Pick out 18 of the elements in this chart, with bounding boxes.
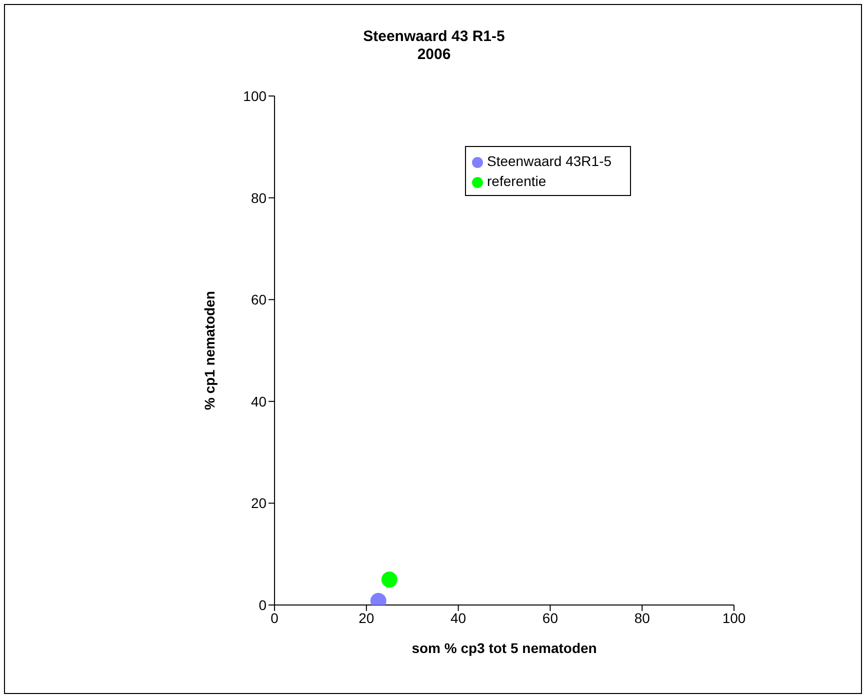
x-tick-label: 100 xyxy=(722,610,746,626)
legend-label: referentie xyxy=(487,173,546,189)
y-tick-label: 20 xyxy=(250,495,267,512)
chart-title: Steenwaard 43 R1-5 xyxy=(362,28,506,46)
x-tick-label: 40 xyxy=(450,610,466,626)
y-axis-title: % cp1 nematoden xyxy=(202,290,218,410)
x-tick-label: 60 xyxy=(542,610,558,626)
legend-label: Steenwaard 43R1-5 xyxy=(487,153,612,169)
y-tick-label: 80 xyxy=(250,190,267,206)
y-tick-label: 0 xyxy=(258,596,267,613)
y-tick-label: 40 xyxy=(250,393,267,410)
x-axis-title: som % cp3 tot 5 nematoden xyxy=(412,640,597,656)
y-tick-label: 60 xyxy=(250,292,267,308)
x-tick-label: 80 xyxy=(634,610,650,626)
chart-subtitle: 2006 xyxy=(416,46,452,64)
x-tick-label: 20 xyxy=(358,610,374,626)
y-tick-label: 100 xyxy=(243,88,267,104)
x-tick-label: 0 xyxy=(270,610,279,626)
